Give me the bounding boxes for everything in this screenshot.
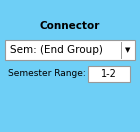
Text: Sem: (End Group): Sem: (End Group) — [10, 45, 103, 55]
FancyBboxPatch shape — [88, 66, 130, 82]
Text: Connector: Connector — [40, 21, 100, 31]
Text: ▼: ▼ — [125, 47, 131, 53]
Text: 1-2: 1-2 — [101, 69, 117, 79]
Text: Semester Range:: Semester Range: — [8, 70, 86, 79]
FancyBboxPatch shape — [5, 40, 135, 60]
